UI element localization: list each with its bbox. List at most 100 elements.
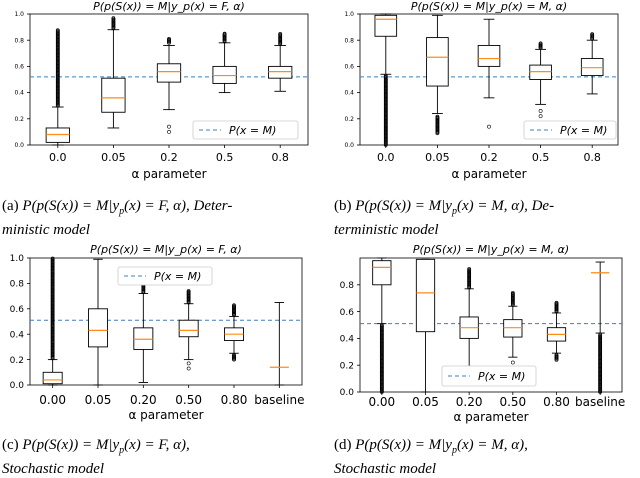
x-axis-label: α parameter	[131, 167, 206, 181]
y-tick-label: 0.4	[10, 330, 25, 340]
legend: P(x = M)	[117, 266, 213, 286]
caption-a-text: P(p(S(x)) = M|y	[22, 198, 120, 214]
y-tick-label: 0.8	[344, 37, 354, 44]
x-tick-label: 0.8	[271, 151, 289, 164]
box-0.05	[101, 16, 126, 129]
box-iqr	[503, 319, 523, 338]
x-tick-label: 0.05	[425, 151, 450, 164]
caption-b-sub: p	[451, 206, 457, 217]
x-tick-label: 0.5	[532, 151, 550, 164]
legend: P(x = M)	[192, 120, 299, 140]
x-tick-label: 0.05	[412, 395, 439, 409]
outlier	[487, 124, 491, 129]
x-tick-label: 0.5	[216, 151, 234, 164]
y-tick-label: 0.0	[344, 142, 354, 149]
caption-b: (b) P(p(S(x)) = M|yp(x) = M, α), De- ter…	[334, 197, 554, 239]
outlier	[510, 290, 515, 295]
outlier	[222, 31, 227, 36]
y-tick-label: 0.2	[340, 361, 354, 371]
box-iqr	[529, 64, 552, 80]
x-tick-label: 0.2	[480, 151, 498, 164]
x-tick-label: 0.20	[130, 393, 157, 407]
box-iqr	[101, 77, 126, 113]
outlier	[167, 124, 171, 129]
outlier	[232, 303, 236, 308]
box-iqr	[45, 127, 70, 143]
legend-box	[192, 120, 299, 140]
y-tick-label: 0.0	[14, 142, 24, 149]
outlier	[554, 353, 559, 357]
box-0.2	[156, 36, 182, 134]
outlier	[186, 366, 191, 371]
x-tick-label: 0.2	[160, 151, 178, 164]
panel-c: P(p(S(x)) = M|y_p(x) = F, α) 0.0 0.2 0.4 0.6…	[10, 243, 305, 422]
outlier	[510, 360, 515, 365]
y-tick-label: 0.4	[344, 90, 354, 97]
outlier	[55, 28, 60, 33]
caption-c-text-b: (x) = F, α),	[124, 437, 190, 453]
x-tick-label: 0.50	[499, 395, 526, 409]
x-tick-label: 0.00	[368, 395, 395, 409]
outlier	[278, 32, 283, 36]
caption-a-text-b: (x) = F, α),	[124, 198, 194, 214]
box-0.5	[529, 41, 552, 119]
box-iqr	[133, 327, 154, 350]
caption-b-text-b: (x) = M, α),	[456, 198, 532, 214]
y-tick-label: 0.0	[340, 388, 355, 398]
legend: P(x = M)	[523, 120, 617, 140]
box-0.50	[503, 290, 523, 365]
outlier	[554, 300, 559, 305]
caption-b-label: (b)	[334, 198, 352, 214]
caption-a-line2: ministic model	[2, 222, 90, 238]
caption-d-text-b: (x) = M, α),	[456, 437, 528, 453]
box-iqr	[178, 319, 199, 338]
box-iqr	[477, 44, 501, 67]
box-0.20	[459, 267, 479, 369]
box-iqr	[580, 58, 604, 77]
x-tick-label: 0.20	[456, 395, 483, 409]
box-0.8	[268, 32, 293, 92]
x-axis-label: α parameter	[128, 408, 203, 422]
outlier	[111, 16, 116, 21]
x-axis-label: α parameter	[451, 167, 526, 181]
box-iqr	[374, 14, 398, 37]
box-0.05	[88, 258, 108, 386]
outlier	[379, 323, 384, 328]
caption-c-sub: p	[119, 445, 125, 456]
box-0.5	[212, 31, 237, 94]
box-0.00	[372, 257, 392, 394]
y-tick-label: 0.6	[344, 64, 354, 71]
legend-label: P(x = M)	[478, 370, 525, 383]
outlier	[538, 109, 543, 113]
outlier	[590, 32, 595, 37]
x-tick-label: 0.00	[39, 393, 66, 407]
outlier	[538, 114, 543, 119]
box-0.05	[426, 14, 449, 136]
y-tick-label: 0.8	[10, 280, 25, 290]
box-0.50	[178, 289, 199, 371]
legend-box	[523, 120, 617, 140]
box-0.00	[42, 256, 63, 386]
x-tick-label: 0.0	[49, 151, 67, 164]
y-tick-label: 0.2	[344, 116, 354, 123]
box-0.0	[374, 13, 398, 147]
box-baseline	[590, 261, 610, 394]
x-tick-label: 0.05	[85, 393, 112, 407]
y-tick-label: 0.6	[340, 308, 355, 318]
box-iqr	[212, 65, 237, 84]
caption-b-model: De-	[531, 198, 555, 214]
caption-b-line2: terministic model	[334, 222, 439, 238]
y-tick-label: 0.6	[10, 305, 25, 315]
outlier	[435, 114, 440, 119]
x-axis-label: α parameter	[453, 410, 528, 424]
legend-box	[441, 365, 537, 387]
y-tick-label: 0.2	[14, 116, 24, 123]
box-0.8	[580, 32, 604, 95]
y-tick-label: 0.4	[340, 335, 355, 345]
y-tick-label: 0.8	[340, 281, 355, 291]
caption-d-text: P(p(S(x)) = M|y	[355, 437, 452, 453]
box-iqr	[42, 371, 63, 385]
caption-d-sub: p	[451, 445, 457, 456]
x-tick-label: 0.50	[175, 393, 202, 407]
y-tick-label: 0.4	[14, 90, 24, 97]
